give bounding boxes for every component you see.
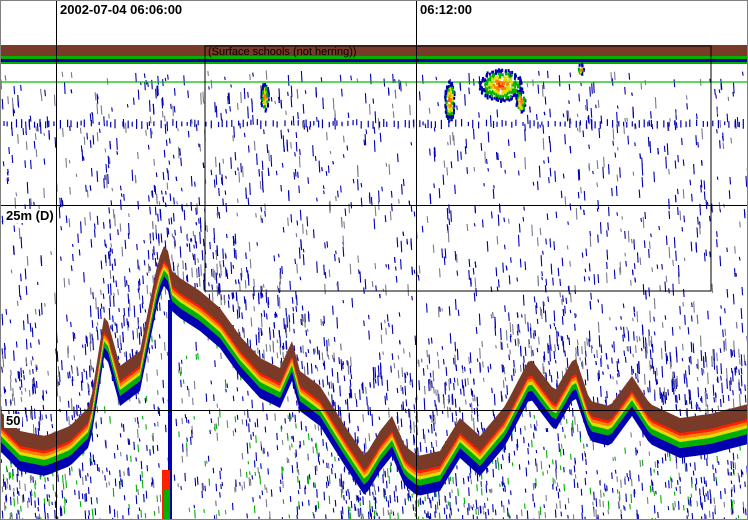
region-label: (Surface schools (not herring)) — [208, 46, 357, 58]
time-label-mid: 06:12:00 — [418, 2, 475, 17]
fish-schools-layer — [260, 62, 585, 123]
depth-label-50m: 50 — [4, 413, 23, 428]
surface-layer — [0, 45, 748, 83]
time-label-start: 2002-07-04 06:06:00 — [58, 2, 185, 17]
depth-label-25m: 25m (D) — [4, 208, 56, 223]
region-box[interactable] — [204, 45, 712, 292]
